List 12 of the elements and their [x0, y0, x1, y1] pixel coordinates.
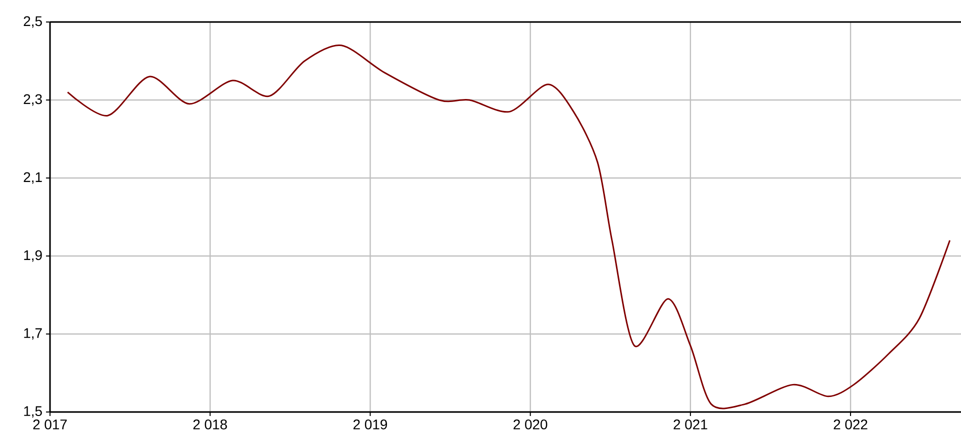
x-tick-label: 2 022	[834, 419, 868, 430]
x-tick-label: 2 018	[193, 419, 227, 430]
x-tick-label: 2 021	[674, 419, 708, 430]
x-tick-label: 2 019	[353, 419, 387, 430]
y-tick-label: 2,5	[24, 16, 42, 28]
y-tick-label: 2,1	[24, 172, 42, 184]
y-tick-label: 2,3	[24, 94, 42, 106]
x-tick-label: 2 020	[514, 419, 548, 430]
y-tick-label: 1,5	[24, 406, 42, 418]
y-tick-label: 1,7	[24, 328, 42, 340]
y-tick-label: 1,9	[24, 250, 42, 262]
x-tick-label: 2 017	[33, 419, 67, 430]
